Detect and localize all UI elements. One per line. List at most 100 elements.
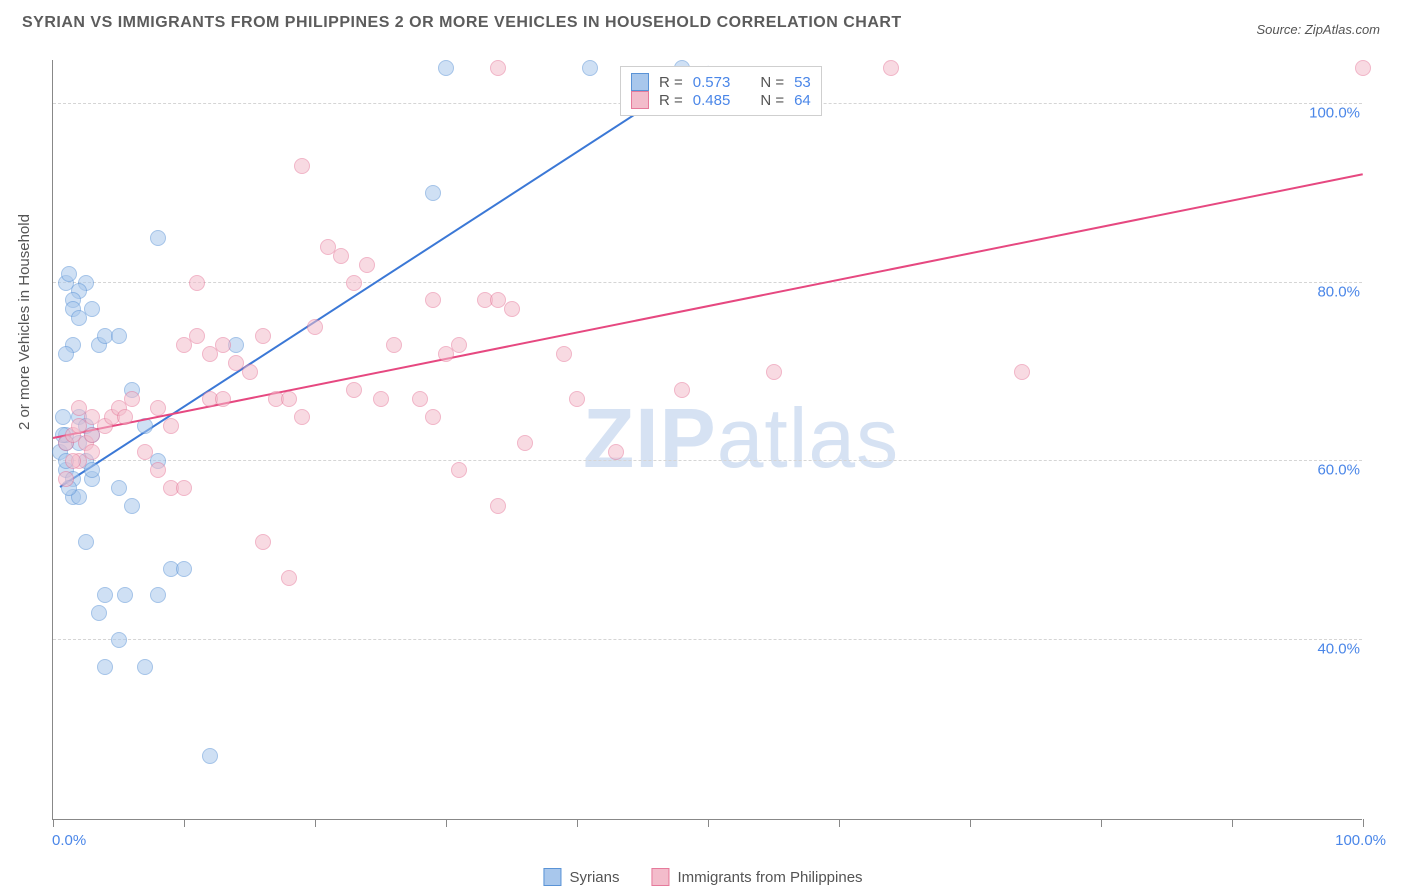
stats-row: R =0.573N =53: [631, 73, 811, 91]
data-point: [78, 534, 94, 550]
data-point: [242, 364, 258, 380]
data-point: [163, 418, 179, 434]
legend-item-syrians: Syrians: [543, 868, 619, 886]
data-point: [202, 748, 218, 764]
data-point: [490, 498, 506, 514]
legend-swatch-icon: [651, 868, 669, 886]
trend-line: [53, 173, 1363, 439]
data-point: [582, 60, 598, 76]
data-point: [150, 462, 166, 478]
data-point: [307, 319, 323, 335]
x-tick: [315, 819, 316, 827]
stats-swatch-icon: [631, 73, 649, 91]
data-point: [359, 257, 375, 273]
data-point: [490, 60, 506, 76]
gridline: [53, 639, 1362, 640]
x-tick: [1101, 819, 1102, 827]
y-tick-label: 100.0%: [1305, 104, 1364, 121]
x-axis-min-label: 0.0%: [52, 832, 86, 849]
x-tick: [839, 819, 840, 827]
data-point: [255, 328, 271, 344]
data-point: [556, 346, 572, 362]
data-point: [61, 266, 77, 282]
data-point: [124, 391, 140, 407]
data-point: [255, 534, 271, 550]
x-tick: [1232, 819, 1233, 827]
data-point: [97, 659, 113, 675]
data-point: [111, 480, 127, 496]
data-point: [117, 409, 133, 425]
data-point: [189, 275, 205, 291]
data-point: [281, 391, 297, 407]
data-point: [674, 382, 690, 398]
data-point: [150, 587, 166, 603]
data-point: [451, 462, 467, 478]
data-point: [65, 453, 81, 469]
x-tick: [577, 819, 578, 827]
data-point: [150, 230, 166, 246]
data-point: [97, 587, 113, 603]
data-point: [111, 632, 127, 648]
data-point: [386, 337, 402, 353]
data-point: [425, 292, 441, 308]
stats-swatch-icon: [631, 91, 649, 109]
data-point: [608, 444, 624, 460]
chart-title: SYRIAN VS IMMIGRANTS FROM PHILIPPINES 2 …: [22, 14, 902, 32]
y-tick-label: 60.0%: [1313, 462, 1364, 479]
data-point: [58, 346, 74, 362]
x-tick: [53, 819, 54, 827]
data-point: [766, 364, 782, 380]
data-point: [451, 337, 467, 353]
data-point: [1014, 364, 1030, 380]
data-point: [176, 480, 192, 496]
x-tick: [446, 819, 447, 827]
stats-row: R =0.485N =64: [631, 91, 811, 109]
data-point: [504, 301, 520, 317]
data-point: [84, 301, 100, 317]
data-point: [425, 185, 441, 201]
data-point: [137, 444, 153, 460]
y-tick-label: 80.0%: [1313, 283, 1364, 300]
data-point: [517, 435, 533, 451]
legend-label: Syrians: [569, 869, 619, 886]
trend-line: [59, 66, 709, 488]
legend-label: Immigrants from Philippines: [677, 869, 862, 886]
data-point: [150, 400, 166, 416]
legend-swatch-icon: [543, 868, 561, 886]
legend: Syrians Immigrants from Philippines: [543, 868, 862, 886]
x-tick: [184, 819, 185, 827]
data-point: [425, 409, 441, 425]
data-point: [91, 605, 107, 621]
data-point: [84, 462, 100, 478]
data-point: [883, 60, 899, 76]
data-point: [215, 391, 231, 407]
data-point: [117, 587, 133, 603]
data-point: [346, 382, 362, 398]
y-axis-label: 2 or more Vehicles in Household: [16, 214, 33, 430]
x-tick: [1363, 819, 1364, 827]
watermark: ZIPatlas: [583, 390, 899, 487]
data-point: [569, 391, 585, 407]
x-tick: [970, 819, 971, 827]
data-point: [373, 391, 389, 407]
x-axis-max-label: 100.0%: [1335, 832, 1386, 849]
correlation-stats-box: R =0.573N =53R =0.485N =64: [620, 66, 822, 116]
data-point: [294, 158, 310, 174]
gridline: [53, 282, 1362, 283]
legend-item-philippines: Immigrants from Philippines: [651, 868, 862, 886]
y-tick-label: 40.0%: [1313, 641, 1364, 658]
data-point: [438, 60, 454, 76]
data-point: [346, 275, 362, 291]
data-point: [124, 498, 140, 514]
data-point: [281, 570, 297, 586]
data-point: [111, 328, 127, 344]
source-attribution: Source: ZipAtlas.com: [1256, 22, 1380, 37]
data-point: [55, 409, 71, 425]
data-point: [137, 659, 153, 675]
data-point: [58, 471, 74, 487]
data-point: [294, 409, 310, 425]
data-point: [84, 409, 100, 425]
data-point: [412, 391, 428, 407]
gridline: [53, 460, 1362, 461]
data-point: [215, 337, 231, 353]
